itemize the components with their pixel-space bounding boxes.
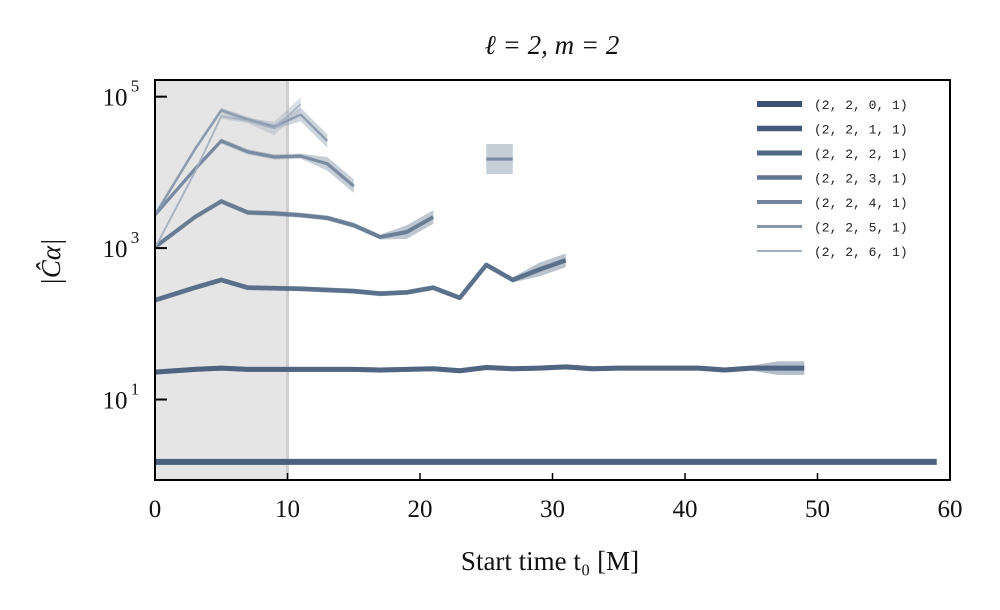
confidence-band xyxy=(155,97,301,251)
y-tick-label: 10 xyxy=(103,388,128,415)
legend-label: (2, 2, 3, 1) xyxy=(814,172,908,187)
x-axis-label: Start time t₀ [M] xyxy=(461,546,639,576)
y-tick-exponent: 5 xyxy=(131,77,140,96)
series-line xyxy=(153,199,435,249)
x-tick-label: 40 xyxy=(673,496,698,523)
series-line xyxy=(154,103,302,249)
x-tick-label: 30 xyxy=(540,496,565,523)
y-tick-label: 10 xyxy=(103,85,128,112)
x-tick-label: 60 xyxy=(938,496,963,523)
y-tick-label: 10 xyxy=(103,236,128,263)
legend-label: (2, 2, 1, 1) xyxy=(814,123,908,138)
y-axis-label: |Ĉα| xyxy=(36,238,66,285)
x-tick-label: 50 xyxy=(805,496,830,523)
legend-label: (2, 2, 6, 1) xyxy=(814,245,908,260)
legend-label: (2, 2, 2, 1) xyxy=(814,147,908,162)
series-line xyxy=(153,109,329,216)
series-line xyxy=(154,364,805,375)
chart-title: ℓ = 2, m = 2 xyxy=(485,30,620,60)
x-axis: 0 10 20 30 40 50 60 xyxy=(149,473,963,523)
legend-label: (2, 2, 4, 1) xyxy=(814,196,908,211)
legend: (2, 2, 0, 1) (2, 2, 1, 1) (2, 2, 2, 1) (2, … xyxy=(757,98,908,260)
x-tick-label: 10 xyxy=(275,496,300,523)
confidence-band xyxy=(155,107,328,218)
legend-label: (2, 2, 5, 1) xyxy=(814,221,908,236)
y-tick-exponent: 3 xyxy=(131,228,140,247)
series-line xyxy=(154,258,567,303)
legend-label: (2, 2, 0, 1) xyxy=(814,98,908,113)
series-lines xyxy=(153,103,937,465)
y-tick-exponent: 1 xyxy=(131,380,140,399)
x-tick-label: 20 xyxy=(408,496,433,523)
x-tick-label: 0 xyxy=(149,496,162,523)
